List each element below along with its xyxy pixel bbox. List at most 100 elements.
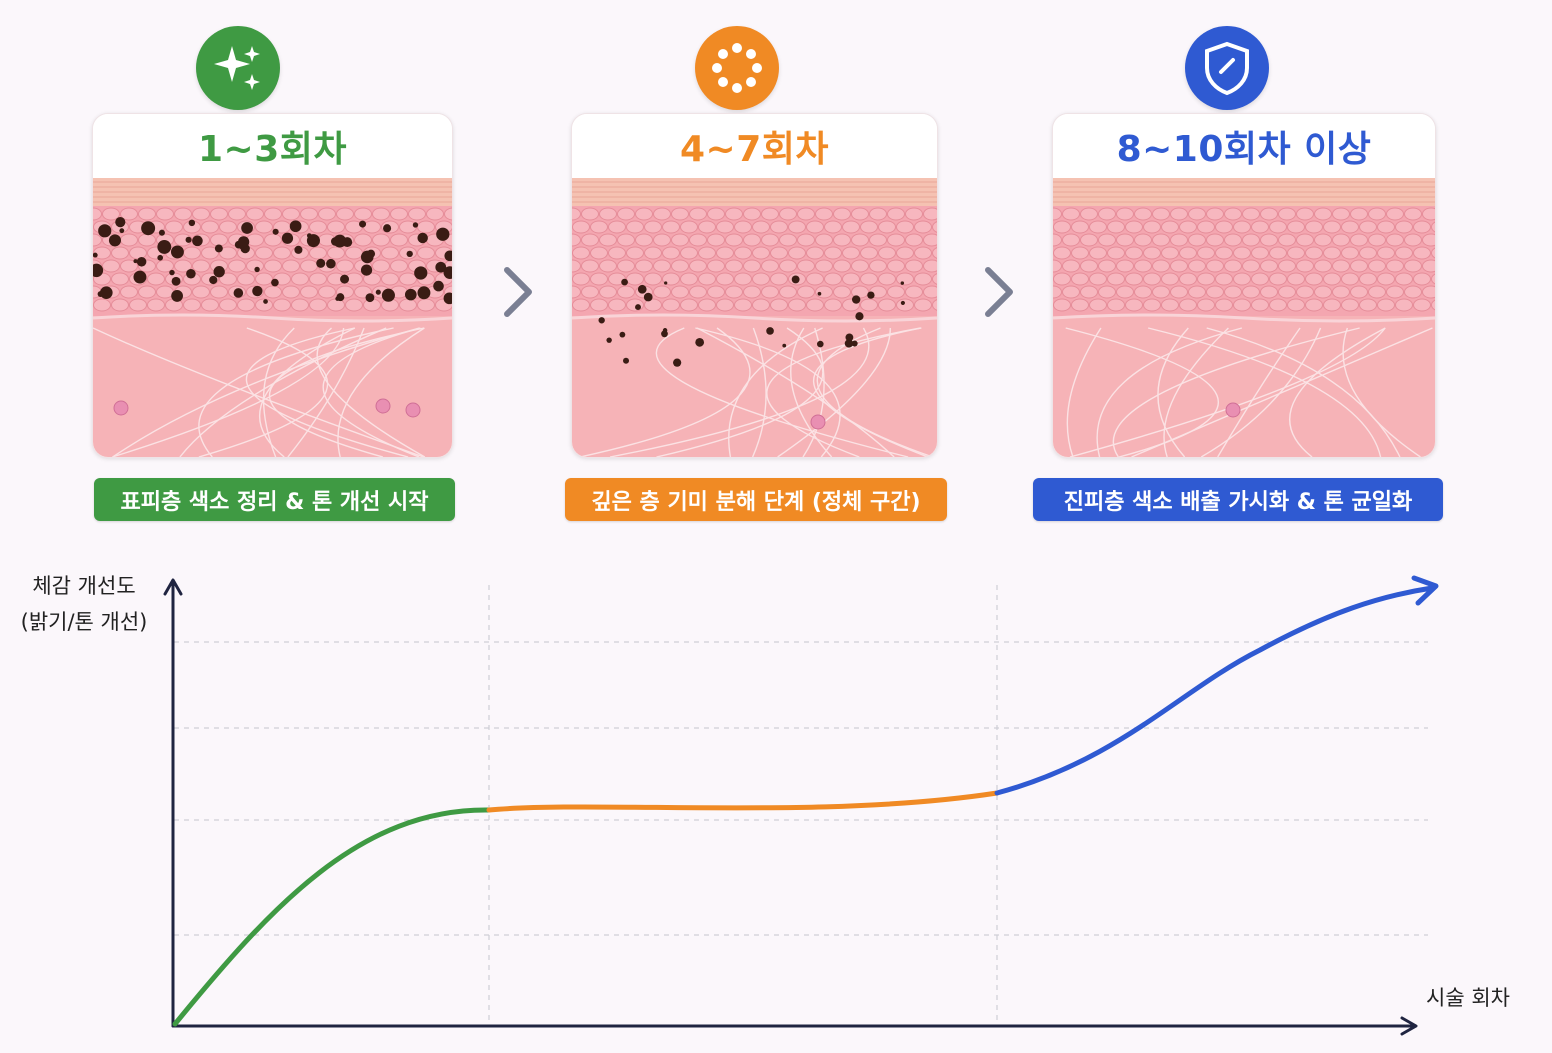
pigment-dot: [844, 339, 854, 348]
pigment-dot: [766, 327, 774, 335]
pigment-dot: [851, 295, 861, 304]
stage-2-card: 4~7회차: [571, 113, 938, 458]
curve-segment-stage-1: [172, 807, 492, 1027]
pigment-dot: [115, 217, 126, 228]
pigment-dot: [108, 234, 122, 247]
pigment-dot: [817, 340, 824, 348]
pigment-dot: [436, 227, 450, 241]
pigment-dot: [791, 275, 800, 284]
pigment-dot: [360, 264, 373, 276]
pigment-dot: [93, 263, 104, 278]
pigment-dot: [845, 333, 854, 342]
stage-3-title: 8~10회차 이상: [1053, 114, 1435, 178]
pigment-dot: [316, 258, 326, 268]
curve-segment-stage-3: [994, 585, 1435, 796]
stage-3-card: 8~10회차 이상: [1052, 113, 1436, 458]
pigment-dot: [359, 220, 367, 228]
pigment-dot: [252, 285, 263, 297]
pigment-dot: [99, 286, 113, 299]
pigment-dot: [170, 245, 184, 259]
pigment-dot: [435, 261, 447, 273]
pigment-dot: [661, 330, 668, 338]
pigment-dot: [133, 270, 147, 284]
pigment-dot: [855, 312, 864, 321]
stage-1-caption: 표피층 색소 정리 & 톤 개선 시작: [94, 478, 455, 521]
stage-2-title: 4~7회차: [572, 114, 937, 178]
pigment-dot: [433, 280, 444, 292]
x-axis-arrow: [1400, 1016, 1418, 1036]
pigment-dot: [241, 222, 253, 234]
stage-2-icon: [695, 26, 779, 110]
pigment-dot: [98, 224, 112, 238]
pigment-dot: [254, 266, 260, 273]
pigment-dot: [93, 252, 98, 258]
cell-nucleus: [375, 398, 391, 414]
pigment-dot: [136, 257, 147, 267]
curve-arrowhead: [1411, 575, 1439, 606]
pigment-dot: [239, 245, 244, 250]
pigment-dot: [326, 258, 336, 269]
pigment-dot: [233, 288, 244, 298]
pigment-dot: [331, 237, 340, 246]
axes: [163, 578, 1418, 1036]
pigment-dot: [306, 233, 312, 239]
pigment-dot: [851, 340, 858, 347]
y-axis-label-line2: (밝기/톤 개선): [20, 610, 148, 634]
pigment-dot: [406, 250, 413, 258]
pigment-dot: [643, 292, 653, 302]
pigment-dot: [404, 288, 417, 301]
pigment-dot: [272, 228, 279, 235]
improvement-curve: [172, 575, 1439, 1027]
pigment-dot: [606, 337, 612, 343]
pigment-dot: [817, 291, 822, 296]
pigment-dot: [294, 245, 303, 254]
dots-ring-icon: [712, 43, 762, 93]
skin-cross-section-1: [93, 178, 452, 457]
curve-segment-stage-2: [486, 790, 1000, 813]
pigment-dot: [185, 236, 192, 243]
skin-cross-section-3: [1053, 178, 1435, 457]
pigment-dot: [158, 229, 165, 236]
pigment-dot: [443, 266, 452, 279]
stage-3-caption: 진피층 색소 배출 가시화 & 톤 균일화: [1033, 478, 1443, 521]
pigment-dot: [157, 240, 172, 254]
shield-check-icon: [1205, 41, 1249, 96]
pigment-dot: [900, 300, 905, 306]
pigment-dot: [281, 232, 294, 244]
cell-nucleus: [810, 414, 826, 430]
pigment-dot: [444, 250, 452, 262]
stage-1-card: 1~3회차: [92, 113, 453, 458]
pigment-dot: [635, 304, 641, 311]
pigment-dot: [695, 337, 705, 347]
pigment-dot: [133, 259, 138, 264]
pigment-dot: [365, 293, 375, 303]
pigment-dot: [360, 250, 374, 264]
pigment-dot: [412, 222, 419, 228]
pigment-dot: [417, 286, 431, 300]
pigment-dot: [664, 281, 668, 285]
pigment-dot: [340, 274, 350, 284]
pigment-dot: [214, 244, 223, 253]
pigment-dot: [673, 358, 682, 367]
pigment-dot: [119, 228, 125, 234]
pigment-dot: [192, 235, 203, 247]
skin-cross-section-2: [572, 178, 937, 457]
pigment-dot: [598, 317, 605, 324]
pigment-dot: [157, 254, 164, 261]
pigment-dot: [289, 220, 302, 233]
basement-membrane: [572, 313, 937, 323]
pigment-dot: [417, 232, 428, 244]
grid-lines: [174, 585, 1428, 1026]
stage-1-icon: [196, 26, 280, 110]
pigment-dot: [186, 268, 196, 279]
pigment-dot: [171, 290, 183, 302]
basement-membrane: [1053, 313, 1435, 323]
pigment-dot: [381, 288, 395, 302]
pigment-dot: [867, 291, 875, 299]
basement-membrane: [93, 313, 452, 323]
pigment-dot: [209, 275, 218, 285]
pigment-dot: [213, 266, 225, 278]
pigment-dot: [171, 276, 181, 286]
pigment-dot: [782, 343, 787, 348]
chevron-right-icon: [985, 267, 1013, 317]
